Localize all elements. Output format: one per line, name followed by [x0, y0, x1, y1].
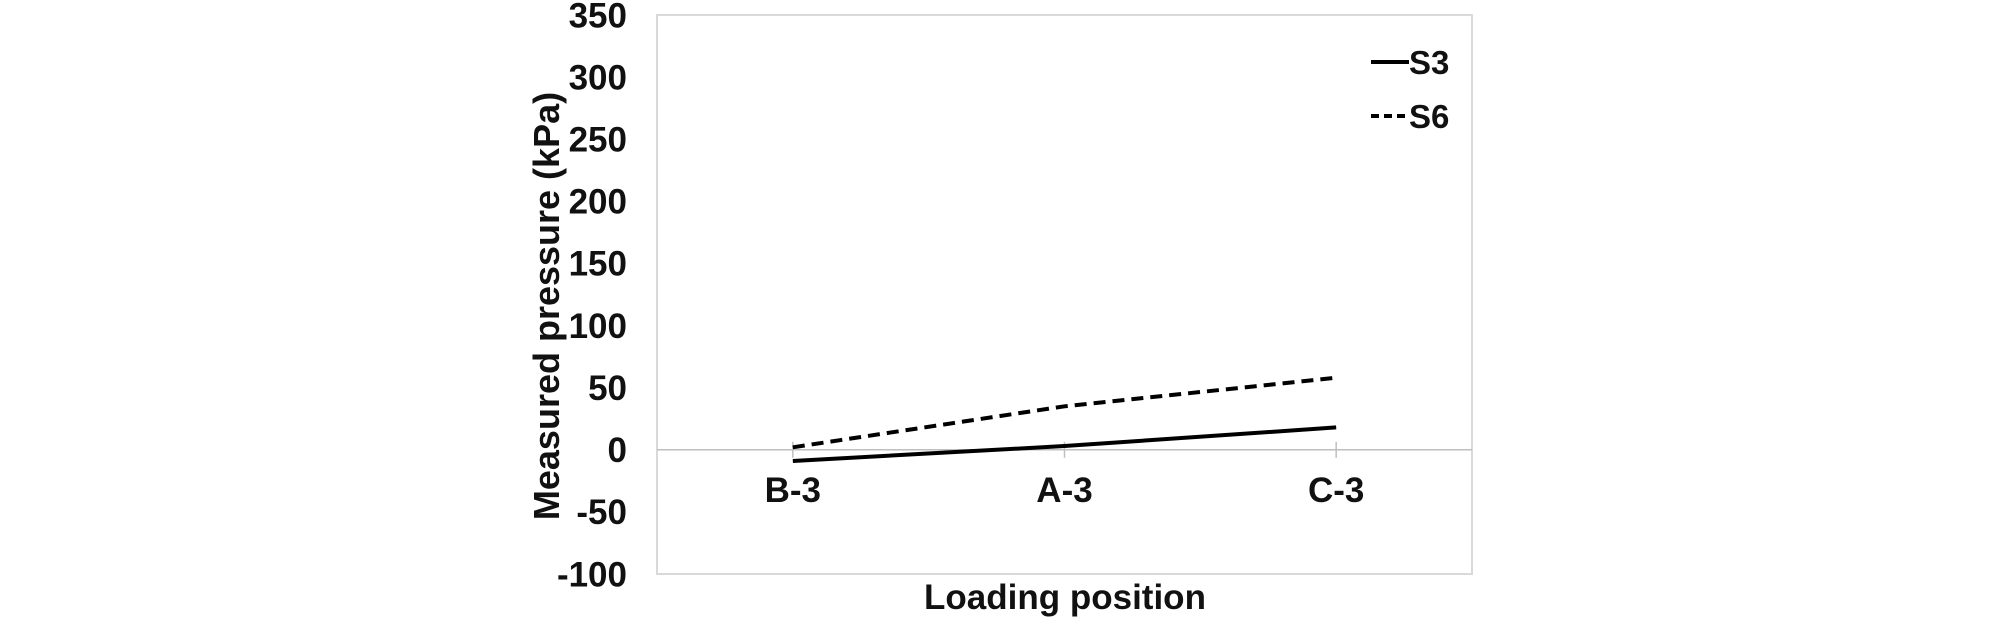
legend-label-s6: S6 [1409, 97, 1450, 135]
legend-label-s3: S3 [1409, 43, 1450, 81]
y-tick-label: 0 [608, 431, 627, 470]
y-tick-label: 100 [569, 307, 627, 346]
plot-border [656, 14, 1473, 575]
x-tick-label: C-3 [1308, 471, 1364, 510]
y-tick-label: 300 [569, 58, 627, 97]
dashed-line-swatch [1371, 114, 1409, 118]
y-tick-label: 250 [569, 120, 627, 159]
legend-item-s3: S3 [1371, 40, 1449, 84]
x-axis-title: Loading position [924, 578, 1206, 617]
y-tick-label: 200 [569, 183, 627, 222]
x-tick-label: B-3 [765, 471, 821, 510]
y-axis-title: Measured pressure (kPa) [526, 91, 567, 521]
y-tick-label: 50 [588, 369, 627, 408]
x-tick-label: A-3 [1036, 471, 1092, 510]
series-line-s3 [792, 425, 1337, 463]
y-tick-label: -100 [557, 555, 627, 594]
solid-line-swatch [1371, 60, 1409, 64]
legend-item-s6: S6 [1371, 94, 1449, 138]
series-line-s6 [792, 375, 1337, 450]
y-tick-label: 350 [569, 0, 627, 35]
y-tick-label: -50 [576, 493, 627, 532]
legend: S3 S6 [1371, 40, 1449, 138]
y-tick-label: 150 [569, 245, 627, 284]
